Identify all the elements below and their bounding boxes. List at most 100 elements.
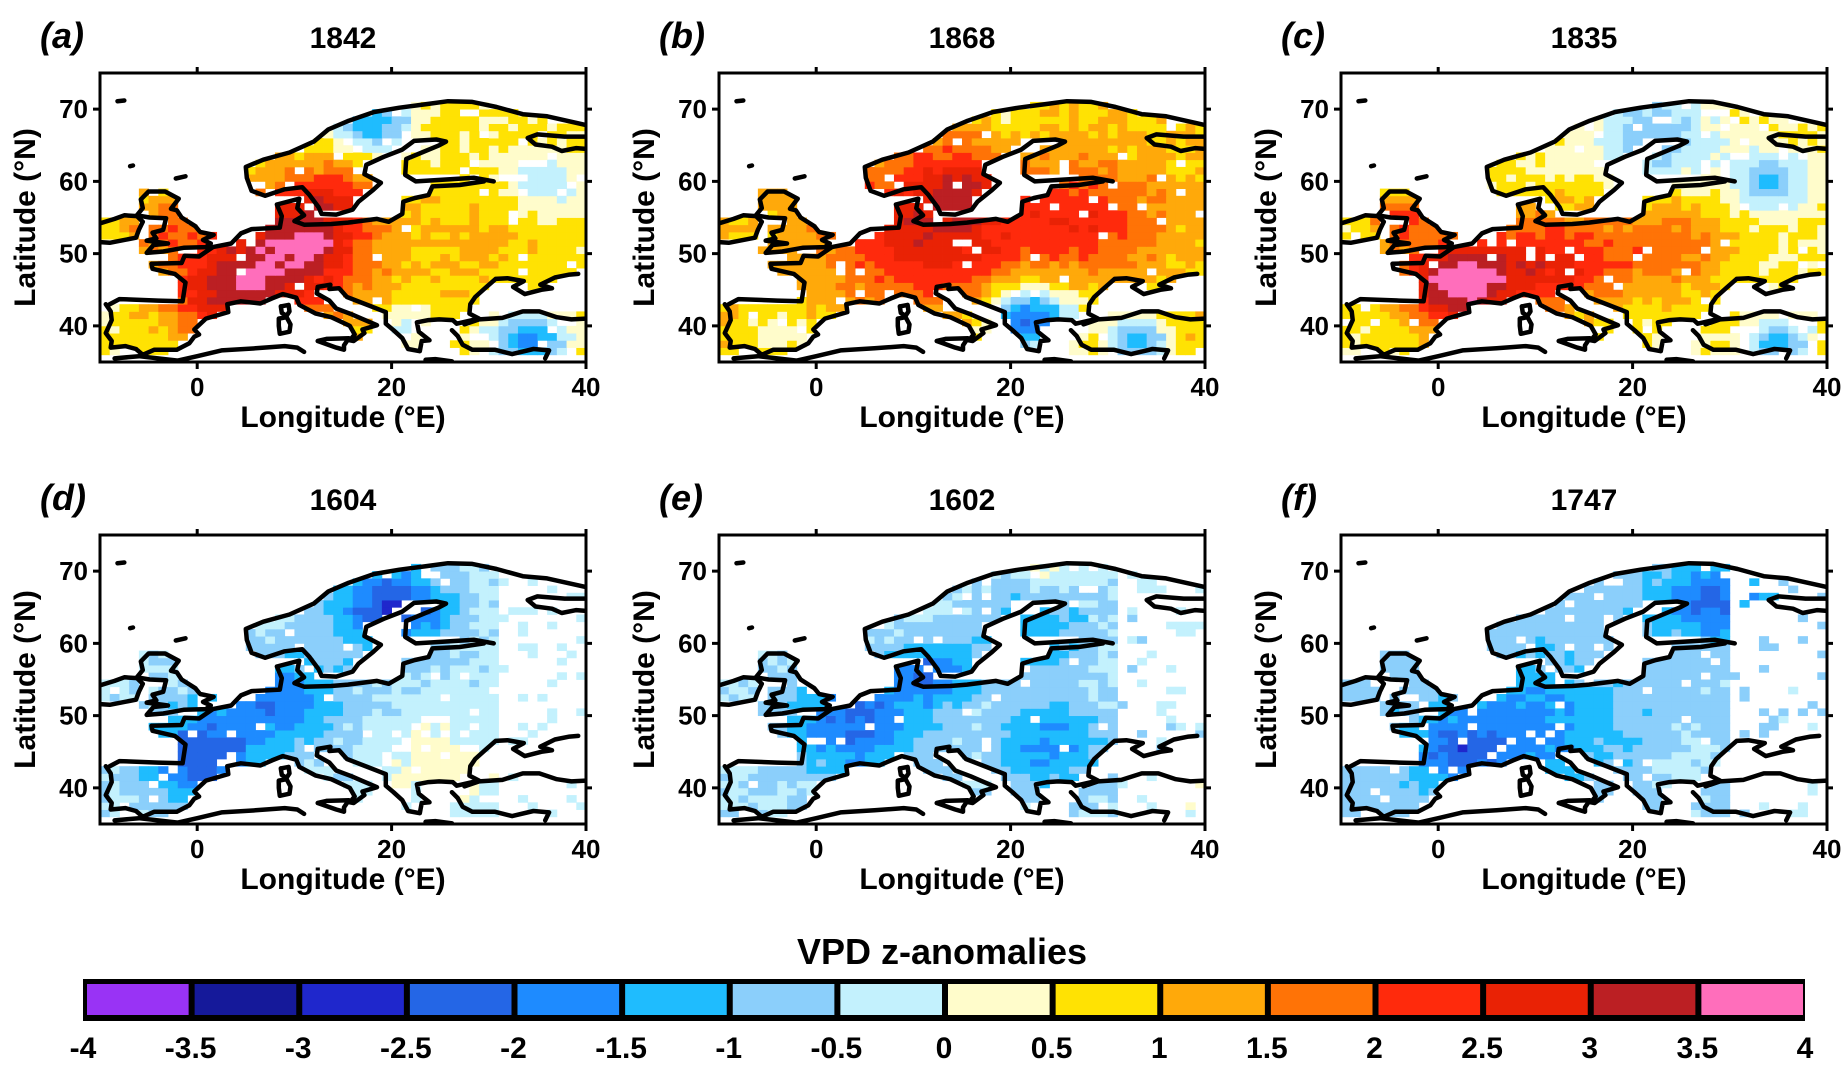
field-cell [469, 188, 480, 197]
field-cell [488, 217, 499, 226]
field-cell [479, 787, 490, 796]
field-cell [1671, 224, 1682, 233]
field-cell [440, 607, 451, 615]
field-cell [1409, 239, 1420, 247]
field-cell [129, 304, 140, 312]
field-cell [411, 758, 422, 767]
field-cell [1370, 766, 1381, 774]
field-cell [1030, 340, 1041, 348]
field-cell [304, 730, 315, 738]
field-cell [109, 224, 120, 233]
field-cell [459, 701, 470, 709]
field-cell [1545, 282, 1556, 291]
field-cell [748, 773, 759, 782]
field-cell [1554, 260, 1565, 269]
field-cell [893, 231, 905, 240]
field-cell [1107, 802, 1118, 810]
field-cell [109, 340, 120, 348]
field-cell [1642, 260, 1653, 269]
coastline [107, 641, 487, 769]
field-cell [488, 628, 499, 637]
field-cell [903, 246, 914, 255]
field-cell [1729, 138, 1740, 146]
field-cell [738, 773, 749, 782]
field-cell [806, 693, 817, 702]
field-cell [1758, 152, 1770, 161]
field-cell [1341, 766, 1352, 774]
field-cell [1399, 311, 1410, 320]
field-cell [991, 730, 1002, 738]
field-cell [1632, 289, 1643, 298]
field-cell [991, 239, 1002, 247]
field-cell [1098, 340, 1109, 348]
field-cell [1438, 758, 1449, 767]
field-cell [1107, 159, 1118, 168]
field-cell [372, 585, 383, 594]
field-cell [1098, 109, 1109, 117]
field-cell [343, 260, 354, 269]
field-cell [913, 614, 924, 623]
field-cell [411, 116, 422, 124]
field-cell [284, 282, 295, 291]
field-cell [1690, 101, 1702, 110]
field-cell [1185, 138, 1196, 146]
field-cell [255, 174, 266, 182]
field-cell [1700, 325, 1711, 334]
field-cell [1749, 195, 1760, 204]
field-cell [187, 744, 198, 753]
field-cell [343, 166, 354, 175]
field-cell [1379, 780, 1390, 789]
field-cell [923, 159, 934, 168]
field-cell [1379, 347, 1390, 356]
field-cell [323, 253, 334, 262]
field-cell [1720, 210, 1731, 218]
field-cell [1020, 737, 1031, 745]
field-cell [981, 275, 992, 283]
field-cell [942, 665, 953, 673]
field-cell [119, 795, 130, 803]
field-cell [1768, 318, 1779, 327]
field-cell [498, 578, 509, 586]
field-cell [372, 722, 383, 731]
field-cell [420, 657, 431, 666]
field-cell [1642, 318, 1653, 327]
field-cell [216, 253, 227, 262]
field-cell [333, 275, 344, 283]
field-cell [304, 181, 315, 190]
field-cell [1049, 614, 1060, 623]
field-cell [1078, 600, 1089, 608]
field-cell [1350, 224, 1361, 233]
field-cell [1720, 275, 1731, 283]
field-cell [796, 730, 807, 738]
field-cell [469, 592, 480, 601]
field-cell [547, 210, 558, 218]
field-cell [197, 231, 208, 240]
field-cell [517, 239, 529, 247]
field-cell [1166, 665, 1177, 673]
field-cells [100, 563, 586, 818]
field-cell [962, 780, 973, 789]
field-cell [1088, 159, 1099, 168]
field-cell [265, 621, 276, 630]
field-cell [787, 195, 798, 204]
field-cell [1010, 701, 1021, 709]
field-cell [381, 722, 392, 731]
field-cell [1020, 758, 1031, 767]
field-cell [806, 275, 817, 283]
field-cell [1564, 217, 1575, 226]
field-cell [129, 766, 140, 774]
field-cell [1049, 585, 1060, 594]
field-cell [304, 758, 315, 767]
field-cell [1515, 166, 1527, 175]
field-cell [449, 159, 461, 168]
field-cell [391, 592, 402, 601]
field-cell [1447, 289, 1459, 298]
field-cell [1068, 260, 1080, 269]
field-cell [1584, 159, 1595, 168]
field-cell [1185, 325, 1196, 334]
field-cell [411, 130, 422, 139]
field-cell [991, 758, 1002, 767]
field-cell [1039, 210, 1050, 218]
field-cell [1000, 123, 1011, 132]
field-cell [488, 152, 499, 161]
